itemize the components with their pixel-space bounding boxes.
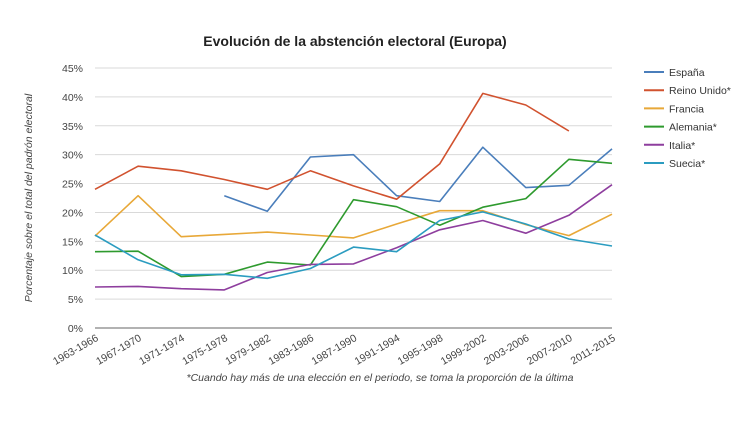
series-line-4 [94,184,613,291]
x-tick-label: 2007-2010 [525,332,575,368]
legend: España Reino Unido* Francia Alemania* Italia… [644,67,731,170]
x-tick-label: 1971-1974 [137,332,187,368]
legend-entry: Suecia* [669,158,705,170]
x-tick-label: 2003-2006 [482,332,532,368]
y-tick-label: 30% [62,150,83,162]
legend-entry: Reino Unido* [669,85,731,97]
series-line-3 [94,158,613,278]
series-line-5 [94,211,613,280]
legend-entry: Italia* [669,140,695,152]
series-line-2 [94,194,613,239]
y-tick-label: 15% [62,236,83,248]
y-tick-label: 25% [62,179,83,191]
series-line-1 [94,92,570,200]
y-tick-label: 20% [62,207,83,219]
x-tick-label: 1975-1978 [180,332,230,368]
y-tick-label: 0% [68,323,83,335]
x-tick-label: 1963-1966 [51,332,101,368]
y-tick-label: 35% [62,121,83,133]
y-tick-label: 10% [62,265,83,277]
legend-entry: Francia [669,103,704,115]
series-lines [94,92,613,291]
legend-entry: España [669,67,705,79]
y-axis-ticks: 0% 5% 10% 15% 20% 25% 30% 35% 40% 45% [62,63,83,335]
x-tick-label: 1979-1982 [223,332,273,368]
y-tick-label: 45% [62,63,83,75]
x-axis-ticks: 1963-19661967-19701971-19741975-19781979… [51,332,618,368]
legend-entry: Alemania* [669,122,717,134]
x-axis-footnote: *Cuando hay más de una elección en el pe… [187,372,574,384]
y-tick-label: 5% [68,294,83,306]
x-tick-label: 1967-1970 [94,332,144,368]
x-tick-label: 1991-1994 [353,332,403,368]
x-tick-label: 1983-1986 [266,332,316,368]
gridlines [95,67,612,329]
y-tick-label: 40% [62,92,83,104]
series-line-0 [224,146,613,213]
x-tick-label: 1987-1990 [310,332,360,368]
x-tick-label: 1995-1998 [396,332,446,368]
x-tick-label: 2011-2015 [569,332,618,367]
chart-title: Evolución de la abstención electoral (Eu… [203,33,506,49]
y-axis-label: Porcentaje sobre el total del padrón ele… [23,93,35,302]
x-tick-label: 1999-2002 [439,332,489,368]
